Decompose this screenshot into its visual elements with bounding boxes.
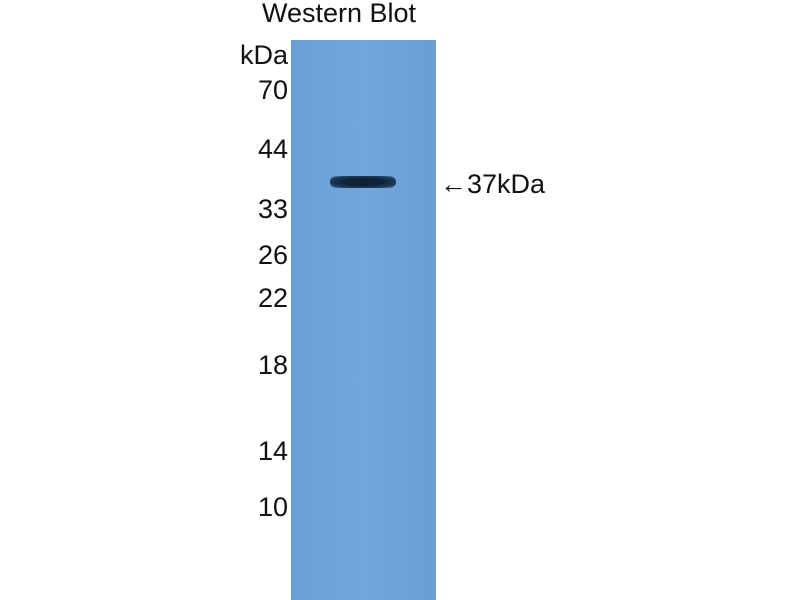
marker-label: 70	[257, 75, 288, 105]
blot-lane	[291, 40, 436, 600]
unit-label: kDa	[239, 40, 288, 70]
marker-label: 18	[257, 350, 288, 380]
blot-title: Western Blot	[262, 0, 417, 28]
band-annotation: ←37kDa	[440, 169, 546, 199]
marker-label: 14	[257, 436, 288, 466]
marker-label: 22	[257, 283, 288, 313]
marker-label: 33	[257, 194, 288, 224]
marker-label: 10	[257, 492, 288, 522]
marker-label: 44	[257, 134, 288, 164]
marker-label: 26	[257, 240, 288, 270]
protein-band	[330, 176, 396, 188]
